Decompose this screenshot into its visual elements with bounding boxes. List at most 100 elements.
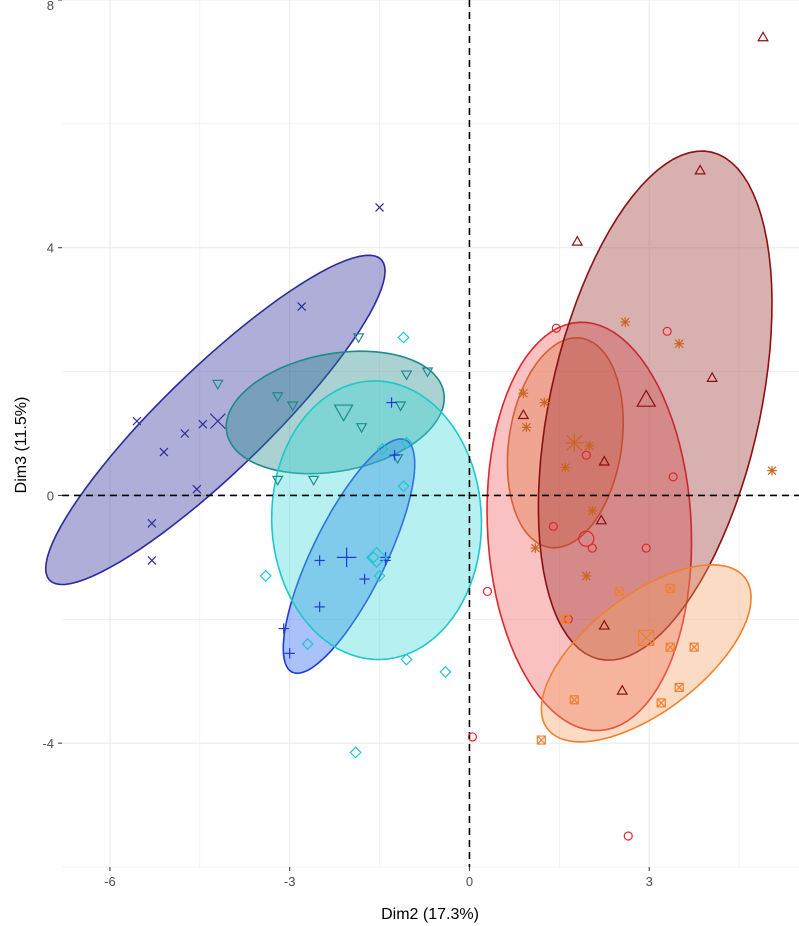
point-g5-8 bbox=[587, 506, 598, 516]
point-g2-2 bbox=[271, 392, 284, 403]
point-g5-8-stroke bbox=[587, 506, 597, 516]
point-g5-3 bbox=[518, 388, 529, 399]
point-g4-3 bbox=[397, 480, 410, 493]
point-g2-5 bbox=[307, 475, 320, 486]
point-g7-1-shape bbox=[757, 31, 769, 42]
point-g3-6 bbox=[314, 601, 325, 613]
point-g8-9 bbox=[536, 735, 546, 745]
point-g6-7-shape bbox=[641, 543, 651, 553]
point-g1-4-stroke bbox=[198, 419, 208, 429]
point-g1-3-stroke bbox=[180, 429, 190, 438]
point-g1-9 bbox=[375, 203, 384, 212]
y-tick-label: 0 bbox=[47, 488, 54, 503]
point-g6-11 bbox=[623, 831, 633, 841]
point-g7-3-shape bbox=[571, 235, 584, 246]
point-g8-4-stroke bbox=[665, 642, 675, 652]
point-g1-6 bbox=[147, 518, 157, 528]
point-g5-9 bbox=[530, 543, 541, 553]
x-tick-label: 0 bbox=[466, 874, 473, 889]
point-g8-8-shape bbox=[569, 695, 579, 705]
point-g2-3 bbox=[286, 401, 299, 412]
point-g6-5-shape bbox=[548, 521, 558, 531]
point-g5-2 bbox=[674, 338, 684, 349]
point-g6-4 bbox=[668, 472, 678, 482]
point-g7-6-shape bbox=[598, 455, 611, 466]
point-g5-2-stroke bbox=[674, 339, 684, 349]
point-g4-5-shape bbox=[367, 551, 380, 564]
point-g6-3 bbox=[581, 450, 591, 460]
point-g7-4 bbox=[706, 371, 718, 382]
ellipse-group-4 bbox=[270, 380, 483, 661]
centroid-group-2 bbox=[333, 404, 354, 423]
point-g3-8 bbox=[284, 648, 295, 659]
point-g2-3-shape bbox=[286, 401, 299, 412]
point-g7-1 bbox=[757, 31, 769, 42]
point-g6-10-shape bbox=[467, 732, 478, 742]
x-tick-label: -3 bbox=[284, 874, 296, 889]
point-g8-4-shape bbox=[665, 642, 675, 652]
point-g4-9-shape bbox=[400, 653, 413, 666]
point-g5-10 bbox=[581, 571, 592, 581]
point-g5-3-stroke bbox=[518, 388, 528, 398]
point-g7-2 bbox=[694, 164, 706, 175]
axis-ticks: -6 -3 0 3 -4 0 4 8 bbox=[42, 0, 653, 889]
centroid-group-6 bbox=[578, 530, 595, 547]
point-g1-1 bbox=[132, 416, 142, 426]
point-g7-5 bbox=[517, 408, 530, 420]
point-g5-1-stroke bbox=[620, 317, 630, 327]
point-g5-11 bbox=[767, 465, 777, 476]
point-g8-6-stroke bbox=[674, 682, 684, 692]
point-g1-2-stroke bbox=[159, 447, 169, 457]
point-g7-6 bbox=[598, 455, 611, 466]
point-g2-5-shape bbox=[307, 475, 320, 486]
point-g7-9 bbox=[616, 684, 629, 695]
point-g8-8 bbox=[569, 695, 579, 705]
point-g6-8-shape bbox=[482, 586, 493, 597]
point-g4-2-shape bbox=[400, 436, 413, 449]
point-g7-7-shape bbox=[595, 514, 608, 525]
point-g5-4 bbox=[521, 422, 532, 433]
point-g8-4 bbox=[665, 642, 675, 652]
x-axis-title: Dim2 (17.3%) bbox=[381, 906, 479, 923]
point-g6-5 bbox=[548, 521, 558, 531]
point-g6-8 bbox=[482, 586, 493, 597]
point-g1-8-stroke bbox=[297, 302, 307, 311]
point-g3-5 bbox=[314, 555, 325, 566]
point-g1-3 bbox=[180, 429, 190, 438]
point-g1-5 bbox=[192, 484, 202, 494]
point-g6-3-shape bbox=[581, 450, 591, 460]
point-g7-7 bbox=[595, 514, 608, 525]
point-g2-7 bbox=[352, 333, 365, 344]
point-g8-1 bbox=[614, 586, 624, 597]
point-g8-3 bbox=[560, 614, 570, 624]
centroid-group-4-shape bbox=[365, 546, 388, 568]
point-g7-5-shape bbox=[517, 408, 530, 420]
point-g6-2 bbox=[662, 326, 672, 336]
point-g3-4 bbox=[359, 573, 370, 585]
point-g2-2-shape bbox=[271, 392, 284, 403]
point-g1-5-stroke bbox=[192, 484, 202, 494]
point-g4-10 bbox=[439, 665, 452, 678]
point-g7-4-shape bbox=[706, 371, 718, 382]
point-g2-1-shape bbox=[211, 379, 224, 390]
point-g7-8 bbox=[598, 619, 611, 630]
point-g2-8 bbox=[400, 370, 413, 381]
point-g4-11-shape bbox=[349, 746, 362, 759]
point-g2-8-shape bbox=[400, 370, 413, 381]
centroid-group-5 bbox=[565, 433, 584, 452]
point-g5-7 bbox=[560, 462, 571, 473]
centroid-group-8-shape bbox=[638, 629, 655, 646]
point-g8-2-stroke bbox=[665, 583, 675, 593]
point-g5-4-stroke bbox=[521, 422, 531, 432]
point-g7-3 bbox=[571, 235, 584, 246]
point-g8-2-shape bbox=[665, 583, 675, 593]
point-g4-3-shape bbox=[397, 480, 410, 493]
point-g8-9-shape bbox=[536, 735, 546, 745]
y-tick-label: -4 bbox=[42, 736, 54, 751]
point-g4-7-shape bbox=[259, 569, 272, 582]
point-g4-4 bbox=[376, 442, 389, 456]
point-g8-8-stroke bbox=[569, 695, 579, 705]
point-g1-7 bbox=[147, 556, 157, 565]
centroid-group-7-shape bbox=[636, 389, 657, 407]
point-g8-7-stroke bbox=[656, 698, 666, 708]
